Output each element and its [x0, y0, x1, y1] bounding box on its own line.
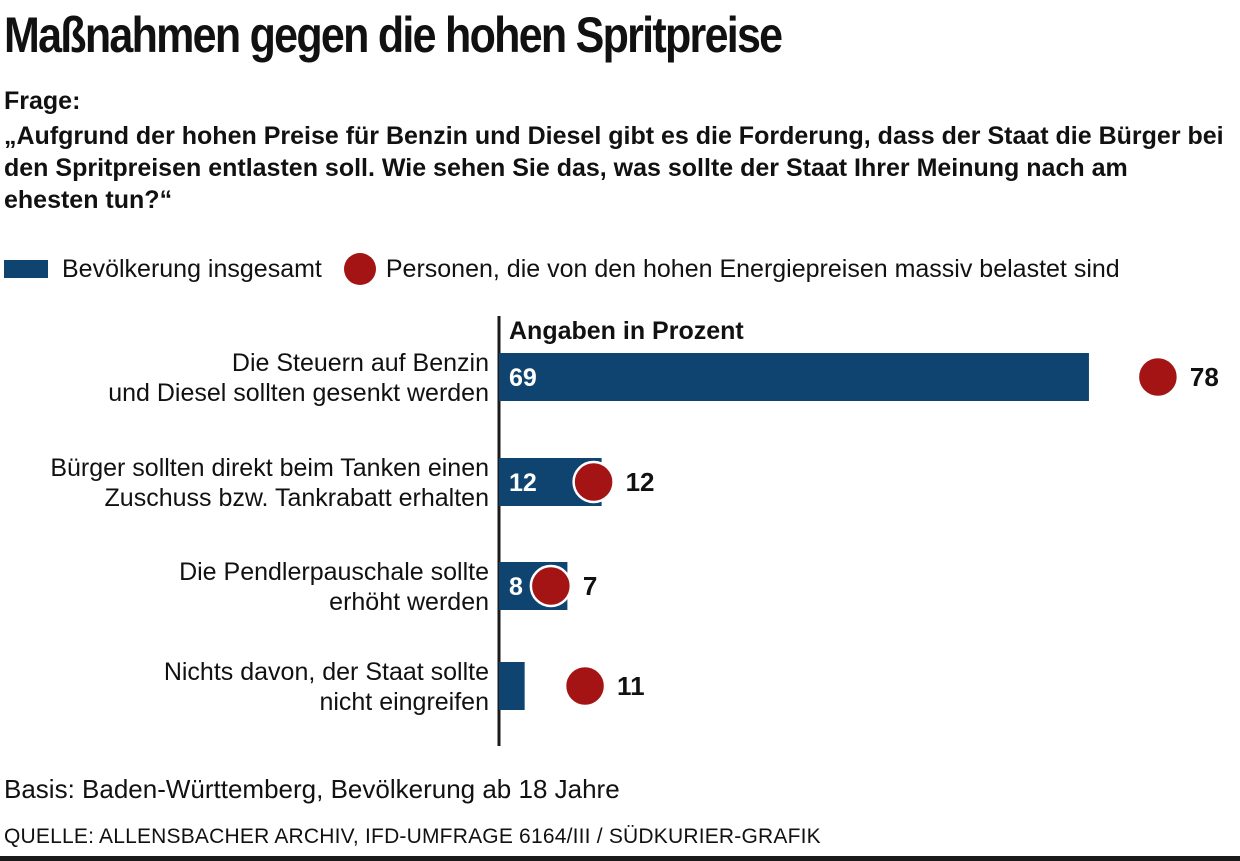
dot — [529, 564, 573, 608]
bar-value-label: 8 — [509, 573, 523, 601]
category-label: Bürger sollten direkt beim Tanken einen Z… — [50, 454, 489, 512]
bottom-rule — [0, 856, 1240, 861]
dot-value-label: 12 — [626, 467, 655, 497]
axis-title: Angaben in Prozent — [509, 317, 744, 345]
bar-value-label: 12 — [509, 469, 537, 497]
bar-value-label: 69 — [509, 364, 537, 392]
dot — [1136, 355, 1180, 399]
question-label: Frage: — [4, 87, 81, 115]
legend: Bevölkerung insgesamt Personen, die von … — [4, 252, 1120, 286]
dot — [563, 664, 607, 708]
legend-swatch-dot — [343, 253, 376, 285]
source-note: QUELLE: ALLENSBACHER ARCHIV, IFD-UMFRAGE… — [4, 825, 821, 848]
legend-label-burdened: Personen, die von den hohen Energiepreis… — [385, 254, 1120, 283]
bar — [499, 662, 525, 710]
bar-value-label: 3 — [607, 673, 621, 701]
dot-value-label: 78 — [1190, 362, 1219, 392]
dot-value-label: 7 — [583, 571, 597, 601]
category-label: Nichts davon, der Staat sollte nicht eing… — [164, 658, 489, 716]
dot — [572, 460, 615, 504]
chart-title: Maßnahmen gegen die hohen Spritpreise — [4, 7, 783, 63]
category-label: Die Steuern auf Benzin und Diesel sollten… — [108, 349, 489, 407]
legend-label-population: Bevölkerung insgesamt — [62, 254, 322, 283]
category-label: Die Pendlerpauschale sollte erhöht werden — [179, 558, 489, 616]
bar-chart: Angaben in Prozent Die Steuern auf Benzin… — [50, 316, 1219, 746]
basis-note: Basis: Baden-Württemberg, Bevölkerung ab… — [4, 774, 620, 804]
question-text: „Aufgrund der hohen Preise für Benzin un… — [4, 122, 1224, 214]
bar — [499, 353, 1089, 401]
dot-value-label: 11 — [617, 671, 645, 701]
legend-swatch-bar — [4, 260, 48, 278]
